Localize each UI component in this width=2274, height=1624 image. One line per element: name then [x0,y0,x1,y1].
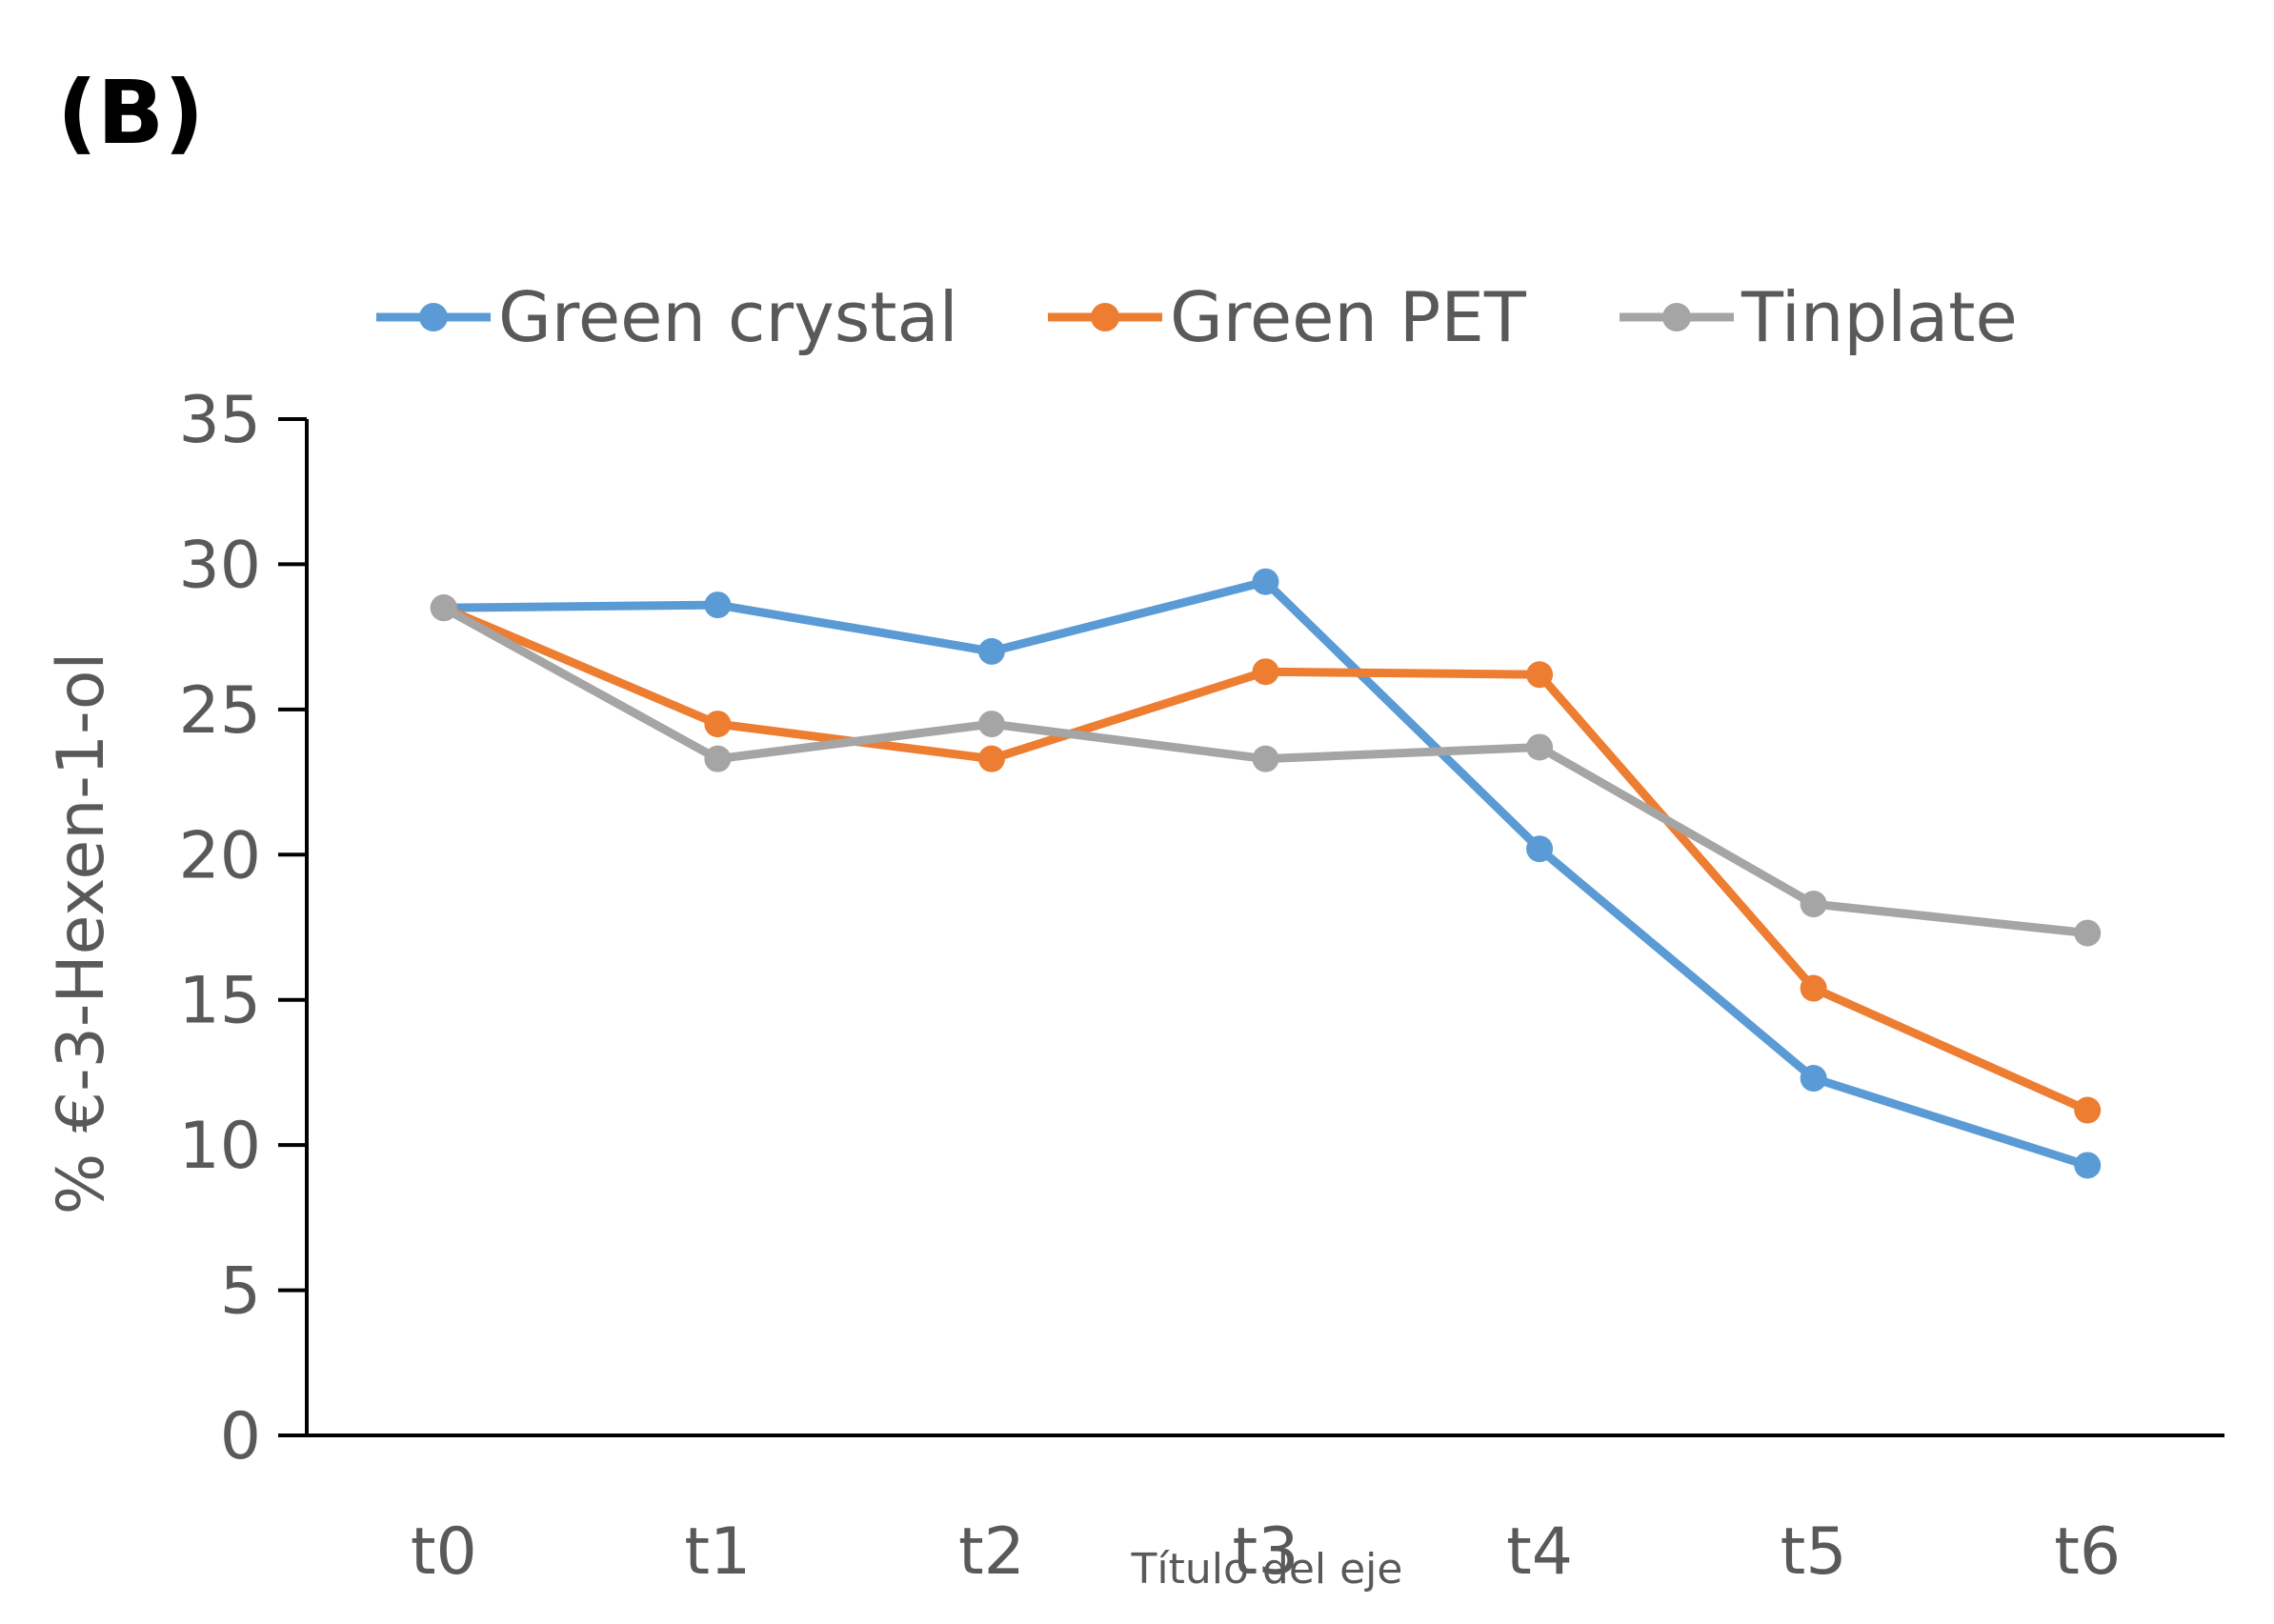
data-point-green-pet [1526,661,1554,689]
data-point-tinplate [977,711,1005,738]
data-point-green-pet [977,745,1005,772]
data-point-green-crystal [2074,1152,2102,1179]
data-point-green-pet [704,711,732,738]
series-green-crystal [430,568,2102,1179]
data-point-green-crystal [1800,1065,1827,1093]
y-tick-label: 20 [178,818,261,893]
x-tick-label: t0 [411,1514,477,1590]
legend-label: Green crystal [498,277,958,357]
y-tick-label: 10 [178,1109,261,1184]
data-point-green-pet [1252,658,1279,686]
plot-series [430,568,2102,1179]
x-axis: t0 t1 t2 t3 t4 t5 t6 [307,1434,2224,1590]
y-tick-label: 35 [178,383,261,458]
series-green-pet [430,594,2102,1124]
x-tick-label: t6 [2054,1514,2121,1590]
x-tick-label: t1 [684,1514,751,1590]
x-tick-label: t5 [1781,1514,1847,1590]
y-tick-label: 30 [178,528,261,603]
y-tick-label: 15 [178,964,261,1039]
data-point-tinplate [430,594,457,622]
legend-item-green-pet: Green PET [1048,277,1527,357]
x-axis-title: Título del eje [1131,1545,1403,1594]
data-point-green-crystal [977,637,1005,665]
y-axis: 0 5 10 15 20 25 30 35 [178,383,309,1474]
data-point-green-crystal [704,591,732,619]
y-tick-label: 5 [220,1254,261,1330]
x-tick-label: t4 [1506,1514,1573,1590]
x-tick-label: t3 [1233,1514,1299,1590]
data-point-tinplate [1252,745,1279,772]
legend-item-green-crystal: Green crystal [376,277,958,357]
panel-label: (B) [57,62,204,164]
data-point-green-crystal [1526,835,1554,863]
legend-label: Tinplate [1741,277,2018,357]
data-point-tinplate [1526,733,1554,761]
data-point-green-pet [1800,974,1827,1002]
legend-swatch-marker [1662,303,1691,331]
y-tick-label: 25 [178,673,261,749]
data-point-tinplate [704,745,732,772]
y-axis-title: % €-3-Hexen-1-ol [44,652,119,1215]
data-point-green-crystal [1252,568,1279,595]
data-point-tinplate [2074,919,2102,947]
series-tinplate [430,594,2102,947]
legend-label: Green PET [1170,277,1527,357]
data-point-tinplate [1800,891,1827,918]
chart-legend: Green crystal Green PET Tinplate [376,277,2018,357]
legend-swatch-marker [1091,303,1119,331]
x-tick-label: t2 [958,1514,1025,1590]
legend-item-tinplate: Tinplate [1620,277,2018,357]
y-tick-label: 0 [220,1399,261,1474]
legend-swatch-marker [419,303,448,331]
data-point-green-pet [2074,1096,2102,1124]
